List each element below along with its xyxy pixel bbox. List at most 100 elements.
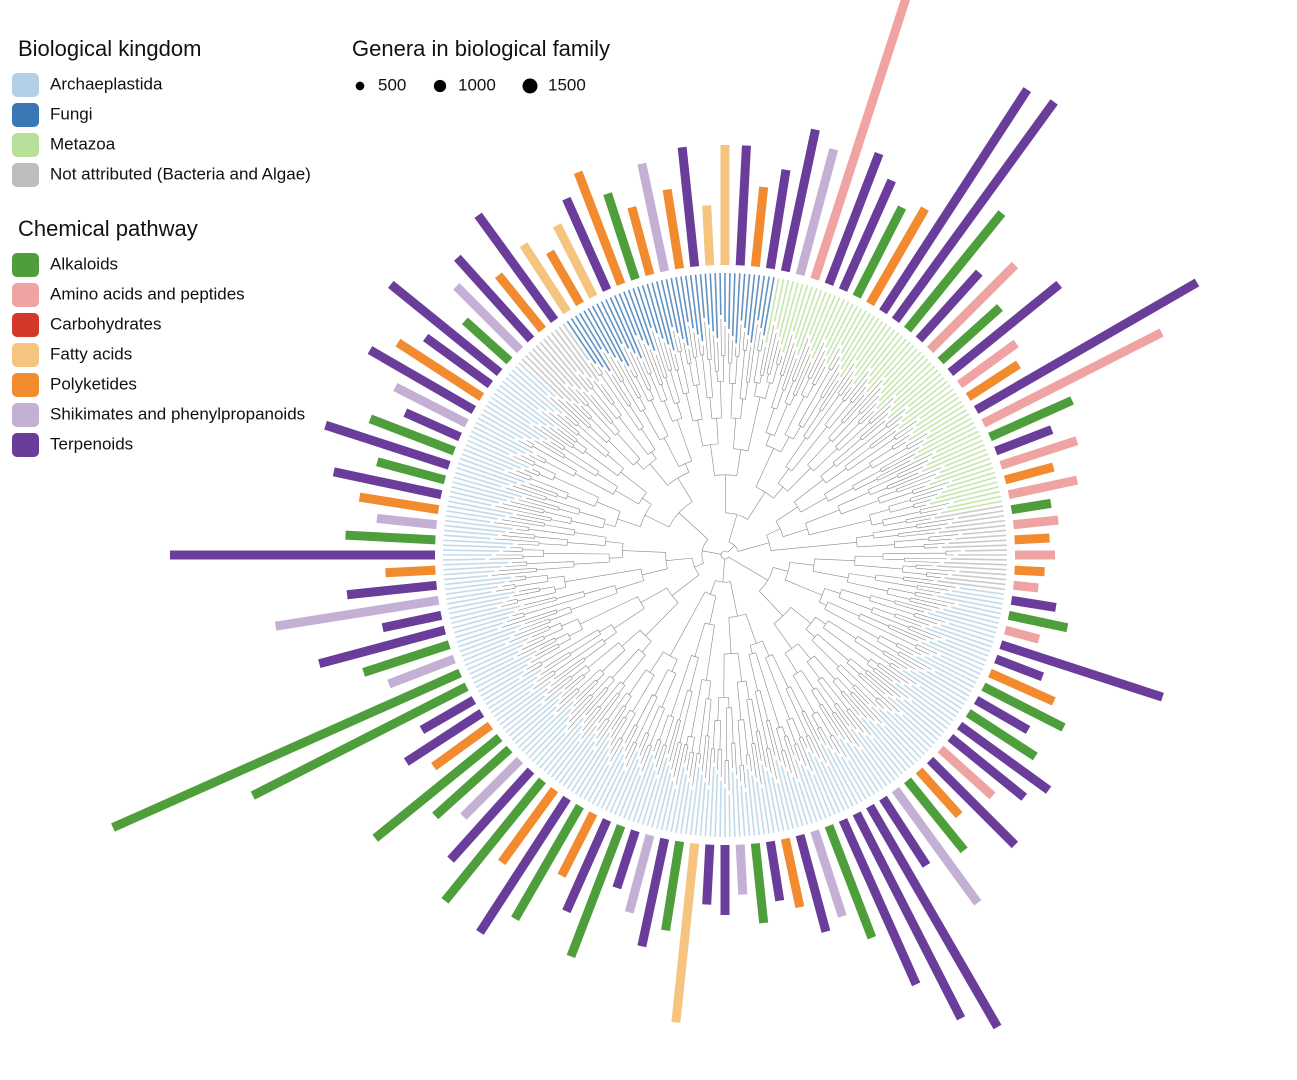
bar bbox=[403, 408, 462, 442]
bar bbox=[937, 304, 1003, 365]
leaf-label bbox=[467, 644, 524, 671]
leaf-label bbox=[469, 650, 519, 675]
leaf-label bbox=[521, 700, 574, 752]
leaf-label bbox=[921, 641, 983, 671]
leaf-label bbox=[505, 702, 543, 734]
leaf-label bbox=[952, 574, 1006, 581]
leaf-label bbox=[884, 344, 915, 378]
bar bbox=[362, 640, 451, 677]
leaf-label bbox=[618, 293, 637, 336]
leaf-label bbox=[475, 421, 534, 454]
leaf-label bbox=[443, 561, 509, 566]
leaf-label bbox=[728, 794, 731, 837]
leaf-label bbox=[463, 643, 506, 662]
bar bbox=[381, 610, 443, 633]
leaf-label bbox=[502, 695, 546, 730]
bar bbox=[324, 420, 451, 470]
leaf-label bbox=[448, 500, 514, 515]
leaf-label bbox=[919, 685, 960, 714]
leaf-label bbox=[714, 773, 719, 837]
leaf-label bbox=[452, 610, 515, 629]
leaf-label bbox=[903, 699, 945, 734]
leaf-label bbox=[651, 765, 670, 828]
leaf-label bbox=[929, 641, 985, 666]
leaf-label bbox=[962, 529, 1006, 536]
leaf-label bbox=[447, 591, 516, 605]
leaf-label bbox=[760, 276, 770, 328]
bar bbox=[891, 786, 982, 906]
leaf-label bbox=[600, 301, 623, 345]
legend-label: Amino acids and peptides bbox=[50, 284, 245, 303]
leaf-label bbox=[546, 733, 581, 775]
leaf-label bbox=[488, 400, 548, 441]
legend-label: Shikimates and phenylpropanoids bbox=[50, 404, 305, 423]
leaf-label bbox=[775, 759, 794, 829]
leaf-label bbox=[757, 275, 766, 321]
leaf-label bbox=[825, 301, 850, 348]
leaf-label bbox=[532, 724, 568, 762]
leaf-label bbox=[895, 362, 932, 396]
leaf-label bbox=[453, 476, 523, 498]
bar bbox=[981, 682, 1066, 732]
leaf-label bbox=[952, 467, 994, 482]
leaf-label bbox=[959, 570, 1007, 576]
leaf-label bbox=[684, 789, 693, 835]
leaf-label bbox=[518, 362, 556, 398]
leaf-label bbox=[800, 764, 823, 821]
leaf-label bbox=[756, 781, 766, 835]
leaf-label bbox=[451, 605, 521, 624]
leaf-label bbox=[901, 384, 951, 423]
leaf-label bbox=[930, 409, 968, 433]
bar bbox=[345, 530, 436, 545]
bar bbox=[603, 192, 640, 281]
leaf-label bbox=[959, 587, 1005, 596]
leaf-label bbox=[820, 743, 854, 807]
leaf-label bbox=[826, 305, 859, 364]
legend-swatch bbox=[12, 373, 39, 397]
leaf-label bbox=[833, 752, 863, 803]
leaf-label bbox=[853, 329, 896, 385]
leaf-label bbox=[570, 732, 611, 792]
leaf-label bbox=[505, 376, 547, 411]
leaf-label bbox=[916, 396, 960, 427]
leaf-label bbox=[943, 608, 999, 624]
leaf-label bbox=[887, 373, 942, 419]
leaf-ring bbox=[443, 273, 1007, 837]
leaf-label bbox=[924, 627, 991, 653]
leaf-label bbox=[514, 706, 557, 745]
leaf-label bbox=[443, 558, 486, 561]
leaf-label bbox=[587, 307, 617, 358]
leaf-label bbox=[780, 765, 799, 828]
leaf-label bbox=[511, 369, 563, 414]
leaf-label bbox=[583, 756, 610, 800]
bar bbox=[702, 844, 715, 905]
leaf-label bbox=[921, 444, 985, 473]
leaf-label bbox=[924, 655, 977, 684]
legend-label: Metazoa bbox=[50, 134, 116, 153]
leaf-label bbox=[508, 691, 563, 737]
leaf-label bbox=[490, 683, 534, 714]
leaf-label bbox=[566, 320, 597, 364]
bar bbox=[795, 148, 839, 277]
leaf-label bbox=[473, 426, 526, 455]
bar bbox=[387, 280, 503, 376]
bar bbox=[461, 317, 513, 365]
leaf-label bbox=[932, 625, 992, 648]
leaf-label bbox=[735, 273, 741, 344]
leaf-label bbox=[814, 756, 841, 813]
legend-title: Biological kingdom bbox=[18, 36, 201, 61]
bar bbox=[519, 242, 571, 315]
leaf-label bbox=[853, 746, 884, 790]
legend-swatch bbox=[12, 253, 39, 277]
leaf-label bbox=[448, 596, 510, 610]
bar bbox=[879, 87, 1032, 315]
leaf-label bbox=[771, 776, 785, 832]
leaf-label bbox=[855, 323, 888, 369]
leaf-label bbox=[907, 376, 945, 408]
leaf-label bbox=[525, 355, 572, 402]
leaf-label bbox=[675, 277, 689, 346]
bar bbox=[994, 425, 1054, 456]
bar bbox=[750, 186, 769, 268]
bar bbox=[965, 709, 1038, 761]
